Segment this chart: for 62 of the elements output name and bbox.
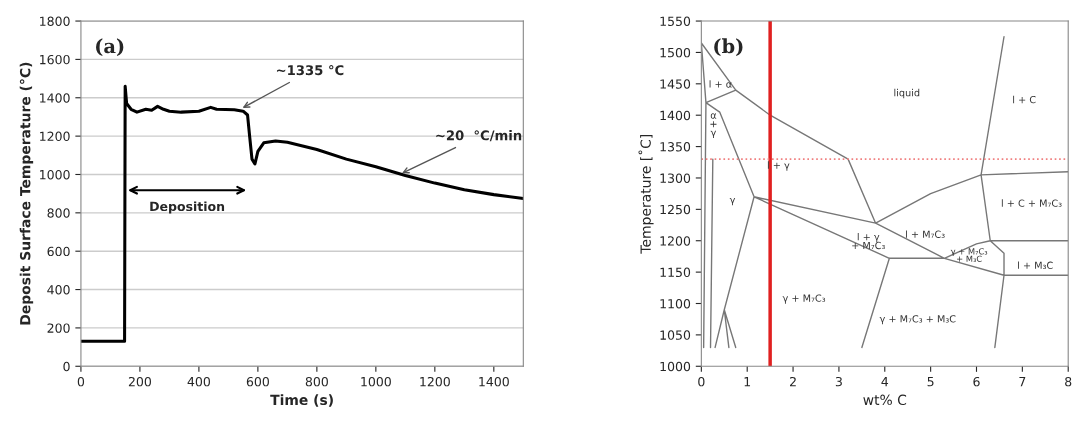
annotation: l + M₇C₃ [906, 230, 945, 238]
annotation: l + C [1013, 95, 1036, 104]
x-tick-label: 400 [187, 376, 210, 387]
x-tick-label: 1200 [420, 376, 450, 387]
annotation: γ + M₇C₃ [782, 294, 826, 304]
y-axis-title: Temperature [˚C] [638, 134, 654, 254]
annotation: γ + M₇C₃ + M₃C [879, 315, 956, 325]
y-tick-label: 1600 [40, 54, 70, 65]
y-tick-label: 1250 [660, 204, 691, 215]
x-tick-label: 6 [973, 376, 980, 387]
y-tick-label: 200 [47, 323, 70, 333]
y-tick-label: 1450 [660, 79, 691, 89]
x-tick-label: 200 [128, 376, 152, 387]
y-tick-label: 800 [47, 208, 70, 218]
annotation: ~20 °C/min [436, 130, 522, 142]
x-tick-label: 8 [1065, 376, 1072, 387]
x-tick-label: 800 [305, 376, 328, 387]
x-tick-label: 2 [790, 376, 796, 387]
y-tick-label: 1200 [660, 236, 691, 246]
annotation: l + M₃C [1018, 261, 1053, 269]
y-tick-label: 600 [47, 246, 70, 257]
y-tick-label: 0 [63, 361, 70, 372]
annotation: l + γ [767, 161, 790, 171]
y-axis-title: Deposit Surface Temperature (°C) [19, 62, 34, 325]
x-axis-title: wt% C [863, 394, 907, 406]
y-tick-label: 1000 [660, 361, 691, 372]
y-tick-label: 1400 [660, 110, 691, 121]
y-tick-label: 1200 [40, 131, 70, 142]
y-tick-label: 1500 [660, 47, 691, 58]
x-tick-label: 0 [698, 376, 705, 387]
x-tick-label: 7 [1019, 377, 1026, 387]
x-tick-label: 4 [881, 377, 889, 387]
x-tick-label: 5 [927, 377, 934, 387]
annotation: Deposition [150, 201, 225, 214]
x-tick-label: 0 [77, 376, 85, 387]
annotation: γ [729, 197, 736, 206]
x-tick-label: 1400 [479, 376, 509, 387]
y-tick-label: 1050 [660, 330, 691, 340]
line-series [80, 84, 524, 343]
x-tick-label: 1000 [361, 376, 391, 387]
annotation: α + γ [710, 113, 717, 138]
annotation: liquid [894, 88, 920, 99]
annotation: ~1335 °C [276, 65, 344, 76]
y-tick-label: 1800 [40, 16, 70, 26]
annotation: γ + M₇C₃ + M₃C [950, 248, 988, 262]
x-tick-label: 1 [744, 377, 751, 387]
x-tick-label: 600 [246, 376, 269, 387]
annotation: l + α [709, 80, 732, 88]
y-tick-label: 400 [47, 285, 70, 295]
y-tick-label: 1000 [40, 169, 70, 180]
y-tick-label: 1150 [660, 267, 691, 278]
y-tick-label: 1400 [40, 93, 70, 103]
y-tick-label: 1300 [660, 173, 691, 183]
annotation: l + γ + M₇C₃ [852, 232, 885, 250]
x-tick-label: 3 [835, 376, 842, 387]
annotation: l + C + M₇C₃ [1001, 199, 1062, 207]
annotation: (a) [96, 38, 124, 57]
y-tick-label: 1550 [660, 16, 691, 26]
y-tick-label: 1100 [660, 298, 691, 309]
y-tick-label: 1350 [660, 142, 691, 152]
x-axis-title: Time (s) [270, 394, 333, 407]
annotation: (b) [714, 38, 743, 57]
